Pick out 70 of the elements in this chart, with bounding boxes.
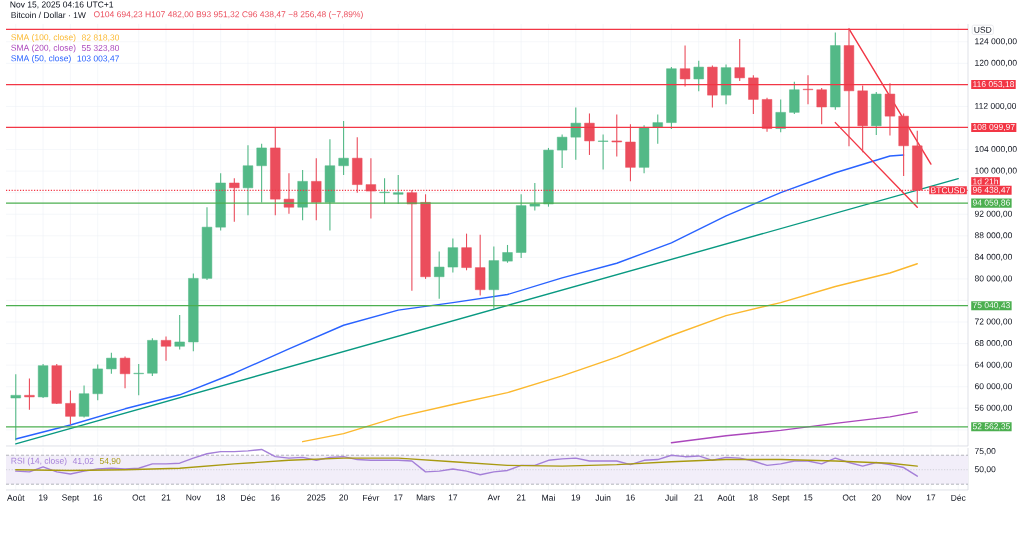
x-tick-label: 16 (271, 494, 280, 501)
x-tick-label: 17 (448, 494, 458, 501)
series-label: RSI (14, close) (11, 457, 67, 466)
y-tick-label: 104 000,00 (975, 146, 1017, 154)
x-tick-label: 20 (339, 494, 348, 501)
x-tick-label: 16 (626, 494, 635, 501)
y-tick-label: 92 000,00 (974, 210, 1012, 218)
x-tick-label: 18 (216, 494, 226, 501)
x-tick-label: Mai (542, 494, 555, 501)
y-tick-label: 88 000,00 (974, 232, 1012, 240)
chart-title: Bitcoin / Dollar · 1W (11, 11, 86, 19)
x-tick-label: Déc (951, 494, 966, 501)
ref-line-label: 75 040,43 (972, 302, 1010, 310)
annotation: BTCUSD (931, 187, 966, 194)
text: SMA (200, close) (11, 44, 76, 53)
x-tick-label: Oct (132, 494, 146, 501)
x-tick-label: 19 (571, 494, 581, 501)
x-tick-label: Nov (186, 494, 201, 501)
chart-subtitle: O104 694,23 H107 482,00 B93 951,32 C96 438,47 −8 256,48 (−7,89%) (93, 11, 363, 19)
y-tick-label: 100 000,00 (975, 167, 1017, 175)
x-tick-label: Août (717, 494, 735, 501)
y-axis-title: USD (974, 26, 992, 33)
x-tick-label: 21 (516, 494, 526, 501)
y-tick-label: 56 000,00 (974, 404, 1012, 412)
x-tick-label: Mars (416, 494, 435, 501)
annotation: 41,02 (72, 457, 94, 466)
ref-line-label: 96 438,47 (972, 186, 1010, 194)
y-tick-label: 120 000,00 (975, 59, 1017, 67)
ref-line-label: 52 562,35 (972, 423, 1010, 431)
x-tick-label: 18 (749, 494, 758, 501)
x-tick-label: Août (7, 494, 25, 501)
y-tick-label: 64 000,00 (974, 361, 1012, 369)
text: SMA (50, close) (11, 55, 71, 63)
annotation: 82 818,30 (81, 34, 120, 42)
y-tick-label: 75,00 (974, 448, 996, 456)
x-tick-label: 21 (694, 494, 704, 501)
x-tick-label: Sept (62, 494, 80, 503)
ref-line-label: 94 059,86 (972, 199, 1010, 207)
text: SMA (100, close) (11, 34, 76, 42)
x-tick-label: Déc (241, 494, 256, 501)
x-tick-label: Févr (363, 494, 380, 501)
y-tick-label: 80 000,00 (974, 275, 1012, 283)
x-tick-label: Avr (487, 494, 500, 501)
y-tick-label: 72 000,00 (974, 318, 1012, 326)
x-tick-label: 17 (394, 494, 403, 501)
y-tick-label: 124 000,00 (975, 38, 1017, 46)
y-tick-label: 84 000,00 (974, 253, 1012, 261)
annotation: 54,90 (99, 457, 121, 466)
x-tick-label: 21 (161, 494, 171, 501)
annotation: 103 003,47 (77, 55, 119, 63)
ref-line-label: 108 099,97 (973, 123, 1015, 131)
x-tick-label: 20 (871, 494, 881, 501)
text: Nov 15, 2025 04:16 UTC+1 (10, 1, 114, 9)
y-tick-label: 50,00 (974, 466, 996, 474)
x-tick-label: Sept (772, 494, 790, 503)
x-tick-label: Juin (595, 494, 611, 501)
x-tick-label: Nov (896, 494, 912, 501)
y-tick-label: 68 000,00 (974, 340, 1012, 348)
x-tick-label: 17 (926, 494, 936, 501)
annotation: 55 323,80 (81, 44, 120, 52)
x-tick-label: Oct (842, 494, 856, 501)
x-tick-label: 2025 (307, 494, 326, 501)
text: 1d 21h (973, 178, 998, 185)
x-tick-label: Juil (665, 494, 678, 501)
ref-line-label: 116 053,18 (973, 81, 1015, 89)
x-tick-label: 16 (93, 494, 103, 501)
x-tick-label: 15 (803, 494, 813, 501)
x-tick-label: 19 (39, 494, 48, 501)
y-tick-label: 60 000,00 (974, 383, 1012, 391)
y-tick-label: 112 000,00 (975, 102, 1017, 110)
